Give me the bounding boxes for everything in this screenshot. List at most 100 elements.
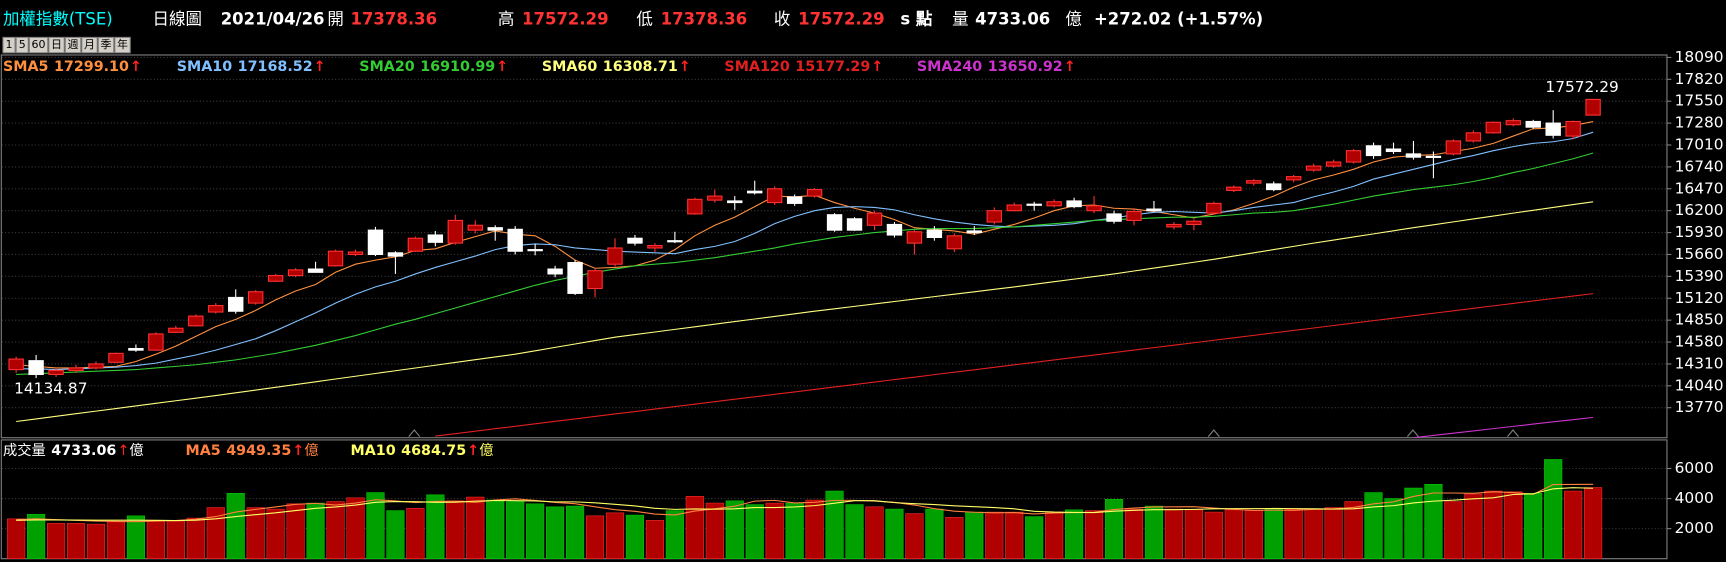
- period-button[interactable]: 1: [2, 36, 16, 54]
- close-label: 收: [774, 9, 790, 28]
- volume-bar: [985, 511, 1004, 559]
- button-frame[interactable]: [48, 36, 65, 54]
- candle-body: [88, 363, 104, 369]
- volume-bar: [845, 504, 864, 559]
- button-frame[interactable]: [28, 36, 49, 54]
- volume-bar: [1584, 487, 1603, 559]
- candle-body: [1186, 220, 1202, 226]
- legend-value: 4733.06: [51, 443, 116, 459]
- volume-label: 量: [952, 9, 968, 28]
- candle-body: [208, 304, 224, 313]
- volume-bar: [386, 510, 405, 559]
- button-frame[interactable]: [64, 36, 82, 54]
- volume-bar: [346, 497, 365, 559]
- volume-bar: [226, 493, 245, 559]
- legend-entry: 成交量 4733.06↑億: [3, 441, 144, 459]
- sma-line: [16, 201, 1594, 423]
- candle-body: [487, 227, 503, 231]
- button-label[interactable]: 年: [117, 37, 128, 51]
- volume-bar: [1364, 492, 1383, 559]
- volume-bar: [1164, 508, 1183, 559]
- header: 加權指數(TSE) 日線圖 2021/04/26 開 17378.36 高 17…: [3, 8, 1263, 28]
- button-frame[interactable]: [97, 36, 115, 54]
- volume-bar: [47, 523, 66, 559]
- candle-body: [906, 231, 923, 244]
- y-tick-label: 6000: [1675, 459, 1714, 477]
- candle-body: [1166, 223, 1182, 228]
- volume-bar: [745, 504, 764, 559]
- button-frame[interactable]: [15, 36, 29, 54]
- candle-body: [547, 268, 563, 275]
- volume-bar: [126, 515, 145, 559]
- legend-entry: SMA20 16910.99↑: [359, 59, 508, 75]
- candle-body: [427, 234, 444, 243]
- button-frame[interactable]: [81, 36, 98, 54]
- candle-body: [1126, 210, 1142, 221]
- candle-body: [747, 190, 763, 194]
- button-label[interactable]: 60: [32, 38, 46, 51]
- candle-body: [1525, 120, 1541, 128]
- candle-body: [707, 195, 723, 201]
- volume-bar: [1464, 493, 1483, 559]
- period-button[interactable]: 60: [28, 36, 49, 54]
- y-tick-label: 17550: [1675, 92, 1724, 110]
- volume-bar: [526, 503, 545, 559]
- period: 日線圖: [153, 9, 202, 28]
- min-label: 14134.87: [14, 380, 87, 398]
- candle-body: [1026, 203, 1042, 206]
- candle-body: [886, 223, 903, 236]
- legend-entry: SMA240 13650.92↑: [917, 59, 1076, 75]
- legend-entry: SMA5 17299.10↑: [3, 59, 142, 75]
- button-label[interactable]: 日: [51, 38, 62, 51]
- volume-bar: [86, 523, 106, 559]
- y-tick-label: 14580: [1675, 333, 1724, 351]
- period-button[interactable]: 日: [48, 36, 65, 54]
- volume-bar: [486, 499, 505, 559]
- period-button[interactable]: 5: [15, 36, 29, 54]
- volume-bar: [166, 520, 185, 559]
- candle-body: [1585, 98, 1601, 116]
- volume-bar: [1045, 511, 1064, 559]
- candle-body: [507, 228, 523, 252]
- volume-bar: [506, 501, 525, 559]
- period-buttons: 1 5 60 日週月季年: [2, 36, 131, 54]
- volume-bar: [66, 523, 86, 559]
- candle-body: [1305, 165, 1322, 171]
- volume-bar: [565, 505, 585, 559]
- button-label[interactable]: 季: [101, 38, 112, 51]
- candle-body: [986, 210, 1002, 223]
- candle-body: [1485, 121, 1501, 134]
- legend-name: 成交量: [3, 441, 46, 459]
- button-label[interactable]: 1: [6, 38, 13, 51]
- marker: [1406, 429, 1419, 437]
- y-tick-label: 15660: [1675, 245, 1724, 263]
- period-button[interactable]: 年: [114, 36, 131, 54]
- volume-bar: [206, 507, 225, 559]
- button-label[interactable]: 週: [68, 38, 79, 51]
- y-tick-label: 15390: [1675, 267, 1724, 285]
- candle-body: [1106, 213, 1122, 222]
- close-value: 17572.29: [798, 9, 885, 28]
- button-label[interactable]: 5: [19, 38, 26, 51]
- period-button[interactable]: 週: [64, 36, 82, 54]
- volume-bar: [1304, 508, 1323, 559]
- period-button[interactable]: 季: [97, 36, 115, 54]
- volume-bar: [106, 521, 126, 559]
- legend-entry: SMA10 17168.52↑: [177, 59, 326, 75]
- legend-arrow: ↑: [871, 59, 883, 75]
- candle-body: [687, 198, 703, 215]
- candle-body: [1226, 186, 1242, 191]
- volume-bar: [1424, 484, 1443, 559]
- y-tick-label: 14040: [1675, 376, 1724, 394]
- legend-entry: SMA60 16308.71↑: [542, 59, 691, 75]
- candle-body: [168, 327, 184, 333]
- button-frame[interactable]: [2, 36, 16, 54]
- button-label[interactable]: 月: [84, 38, 95, 51]
- legend-unit: 億: [304, 442, 318, 459]
- y-tick-label: 15930: [1675, 223, 1724, 241]
- button-frame[interactable]: [114, 36, 131, 54]
- sma-line: [16, 121, 1594, 369]
- period-button[interactable]: 月: [81, 36, 98, 54]
- volume-bar: [1025, 516, 1044, 559]
- volume-bar: [1504, 491, 1523, 559]
